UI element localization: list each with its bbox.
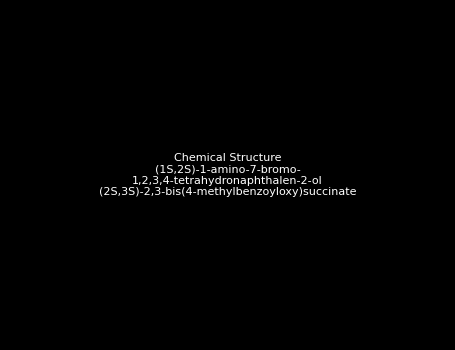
- Text: Chemical Structure
(1S,2S)-1-amino-7-bromo-
1,2,3,4-tetrahydronaphthalen-2-ol
(2: Chemical Structure (1S,2S)-1-amino-7-bro…: [99, 153, 356, 197]
